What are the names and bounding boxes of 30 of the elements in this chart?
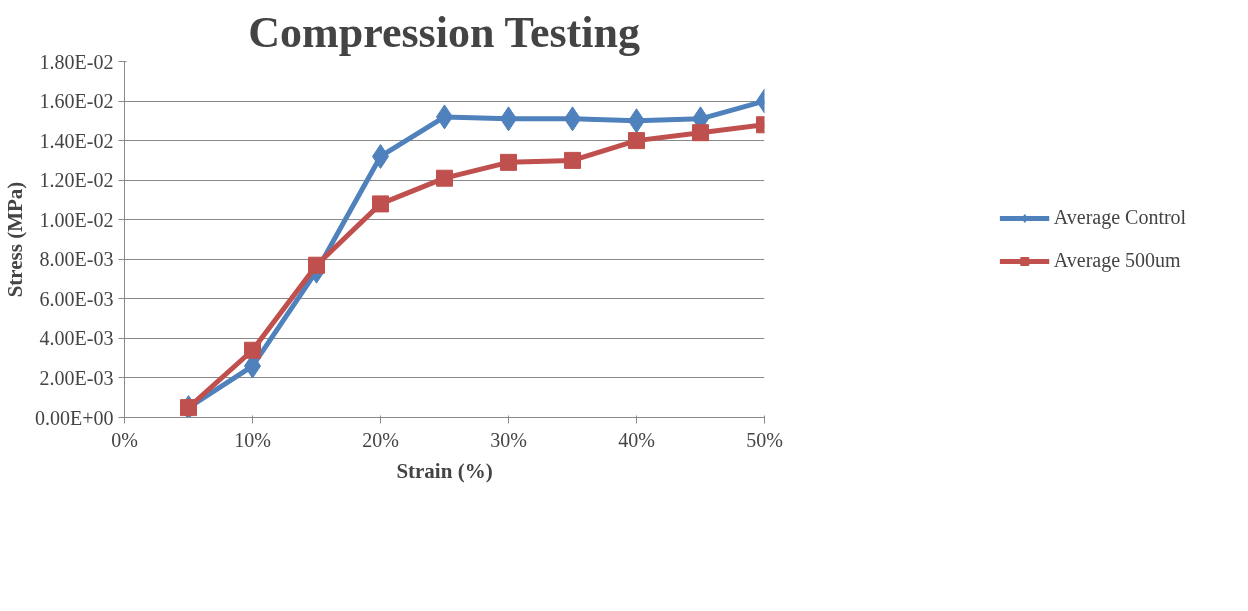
x-tick-label: 50% [746, 428, 783, 451]
chart-title: Compression Testing [248, 7, 640, 57]
legend-label: Average Control [1053, 206, 1187, 229]
point [372, 195, 389, 213]
y-tick-label: 4.00E-03 [39, 327, 114, 350]
y-tick-label: 6.00E-03 [39, 287, 114, 310]
x-tick-label: 30% [490, 428, 527, 451]
y-tick-label: 1.40E-02 [39, 129, 114, 152]
x-tick-label: 10% [234, 428, 271, 451]
y-tick-label: 1.20E-02 [39, 169, 114, 192]
legend-label: Average 500um [1053, 249, 1181, 272]
y-tick-label: 2.00E-03 [39, 366, 114, 389]
point [500, 153, 517, 171]
y-axis-title: Stress (MPa) [3, 181, 27, 298]
x-axis-title: Strain (%) [396, 458, 493, 483]
point [244, 341, 261, 359]
x-tick-label: 20% [362, 428, 399, 451]
point [628, 132, 645, 150]
x-tick-label: 40% [618, 428, 655, 451]
x-tick-label: 0% [111, 428, 138, 451]
point [692, 124, 709, 142]
point [436, 169, 453, 187]
y-tick-label: 0.00E+00 [35, 406, 114, 429]
y-tick-label: 1.80E-02 [39, 50, 114, 73]
point [308, 256, 325, 274]
y-tick-label: 1.60E-02 [39, 90, 114, 113]
y-tick-label: 1.00E-02 [39, 208, 114, 231]
point [564, 151, 581, 169]
point [180, 399, 197, 417]
y-tick-label: 8.00E-03 [39, 248, 114, 271]
